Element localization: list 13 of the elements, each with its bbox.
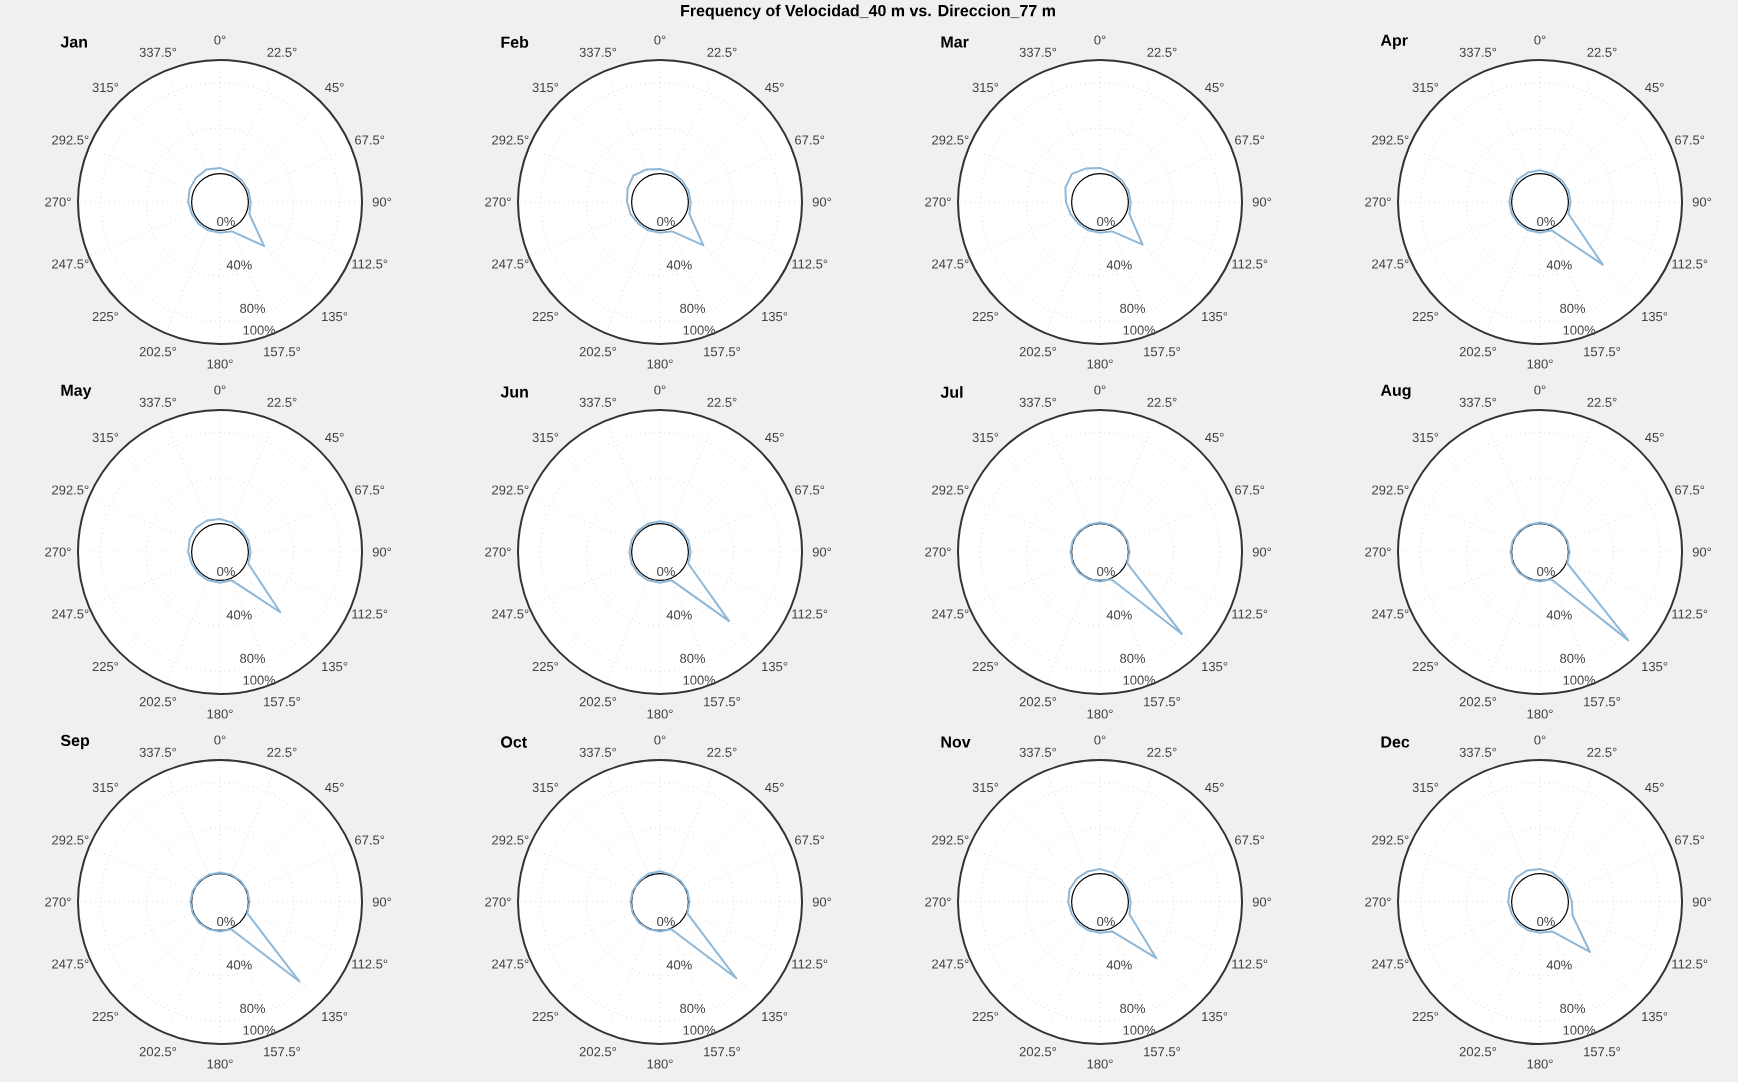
chart-title: Jul [940,386,963,398]
chart-title: Oct [501,736,527,748]
chart-title: Jan [60,36,87,48]
text: Frequency of Velocidad_40 m vs. Direccion_77 m [681,4,1055,20]
chart-title: Jun [500,386,528,398]
chart-title: Dec [1381,736,1410,748]
chart-title: Sep [60,734,90,750]
chart-title: Aug [1380,384,1411,400]
chart-title: Apr [1380,34,1408,50]
chart-title: Nov [941,736,971,748]
chart-title: Feb [501,36,529,48]
chart-title: Mar [941,36,969,48]
chart-title: May [61,384,92,400]
